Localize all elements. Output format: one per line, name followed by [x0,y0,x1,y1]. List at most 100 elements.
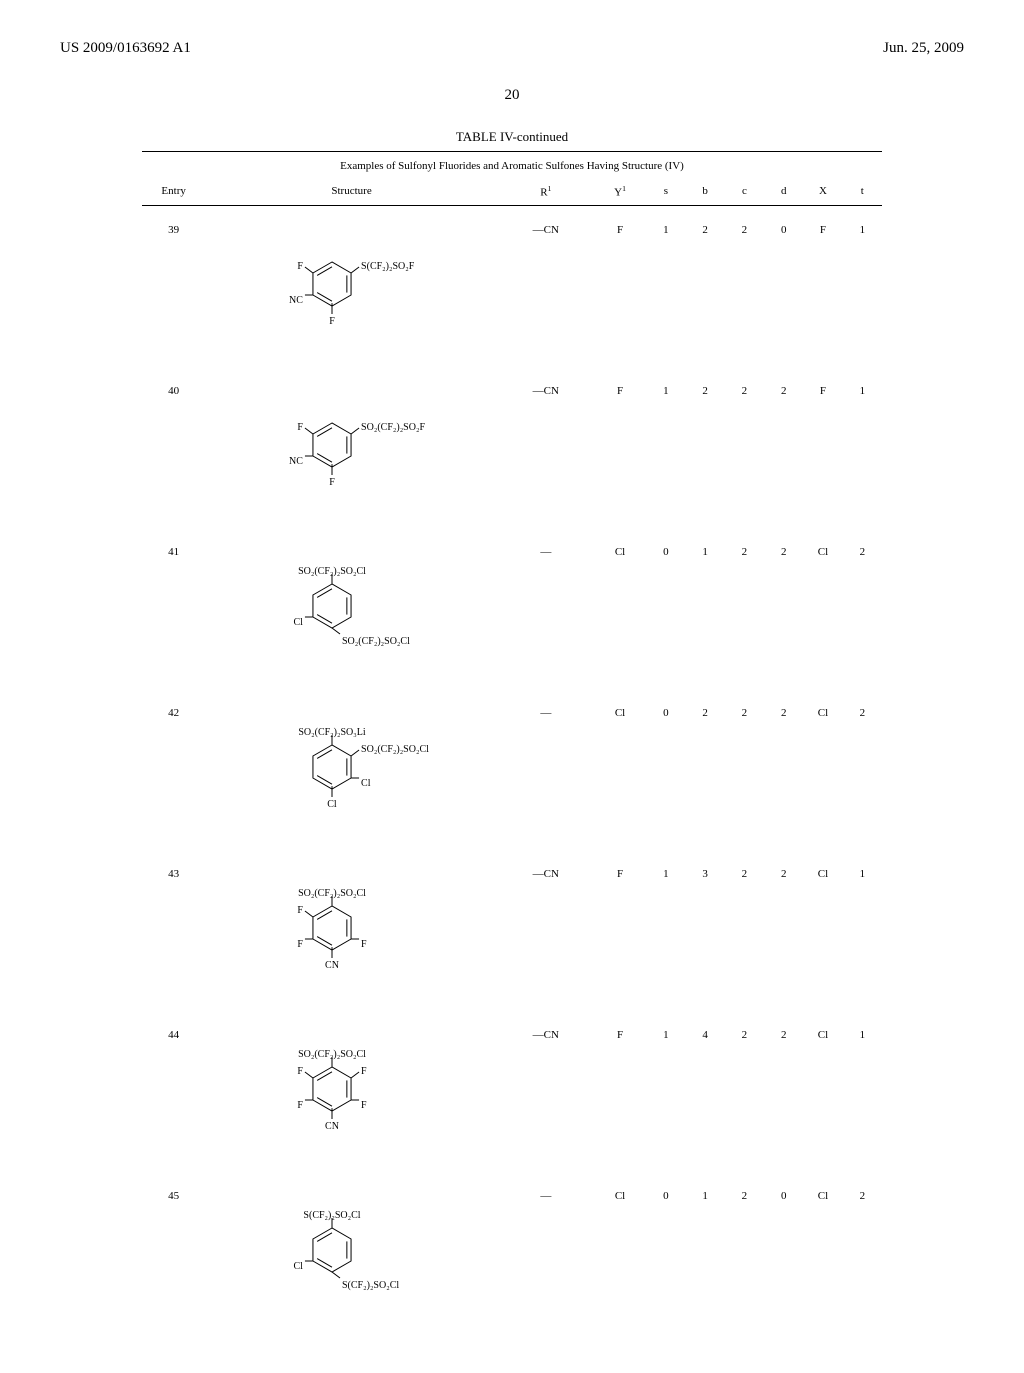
cell-y1: F [594,850,646,1011]
cell-y1: F [594,367,646,528]
cell-structure: SO₂(CF₂)₂SO₂ClFFFCN [205,850,498,1011]
cell-s: 1 [646,205,685,367]
col-entry: Entry [142,178,205,205]
cell-t: 2 [843,1172,882,1333]
svg-text:SO₂(CF₂)₂SO₂F: SO₂(CF₂)₂SO₂F [361,422,425,433]
svg-text:Cl: Cl [361,778,371,789]
cell-d: 0 [764,205,803,367]
cell-r1: —CN [498,850,594,1011]
cell-structure: SO₂(CF₂)₂SO₂ClFFFFCN [205,1011,498,1172]
svg-text:F: F [297,905,303,916]
page-number: 20 [60,87,964,104]
cell-entry: 41 [142,528,205,689]
cell-x: Cl [803,1011,842,1172]
svg-text:F: F [361,1066,367,1077]
svg-text:CN: CN [325,960,339,971]
cell-x: F [803,205,842,367]
svg-text:SO₂(CF₂)₂SO₂Cl: SO₂(CF₂)₂SO₂Cl [298,888,366,899]
patent-date: Jun. 25, 2009 [883,40,964,57]
svg-text:F: F [329,477,335,488]
col-y1: Y1 [594,178,646,205]
cell-d: 2 [764,1011,803,1172]
cell-c: 2 [725,850,764,1011]
cell-structure: SO₂(CF₂)₂SO₂FFNCF [205,367,498,528]
chemical-structure: S(CF₂)₂SO₂FFNCF [242,224,462,349]
col-x: X [803,178,842,205]
svg-text:SO₂(CF₂)₂SO₂Cl: SO₂(CF₂)₂SO₂Cl [342,636,410,647]
cell-x: Cl [803,850,842,1011]
cell-r1: — [498,1172,594,1333]
cell-b: 3 [686,850,725,1011]
svg-text:Cl: Cl [293,1261,303,1272]
patent-number: US 2009/0163692 A1 [60,40,191,57]
cell-structure: SO₂(CF₂)₂SO₃LiSO₂(CF₂)₂SO₂ClClCl [205,689,498,850]
cell-r1: —CN [498,205,594,367]
page-header: US 2009/0163692 A1 Jun. 25, 2009 [60,40,964,57]
table-row: 40 SO₂(CF₂)₂SO₂FFNCF —CN F 1 2 2 2 F 1 [142,367,882,528]
cell-x: Cl [803,1172,842,1333]
svg-text:S(CF₂)₂SO₂Cl: S(CF₂)₂SO₂Cl [342,1280,399,1291]
col-c: c [725,178,764,205]
svg-text:S(CF₂)₂SO₂Cl: S(CF₂)₂SO₂Cl [303,1210,360,1221]
cell-t: 1 [843,1011,882,1172]
cell-d: 2 [764,689,803,850]
cell-c: 2 [725,205,764,367]
svg-text:CN: CN [325,1121,339,1132]
cell-structure: S(CF₂)₂SO₂FFNCF [205,205,498,367]
cell-b: 2 [686,367,725,528]
svg-text:S(CF₂)₂SO₂F: S(CF₂)₂SO₂F [361,261,415,272]
cell-t: 2 [843,689,882,850]
col-d: d [764,178,803,205]
cell-structure: S(CF₂)₂SO₂Cl Cl S(CF₂)₂SO₂Cl [205,1172,498,1333]
cell-structure: SO₂(CF₂)₂SO₂ClClSO₂(CF₂)₂SO₂Cl [205,528,498,689]
cell-y1: Cl [594,689,646,850]
cell-s: 1 [646,1011,685,1172]
chemical-structure: S(CF₂)₂SO₂Cl Cl S(CF₂)₂SO₂Cl [242,1190,462,1315]
svg-text:F: F [329,316,335,327]
cell-y1: F [594,205,646,367]
cell-c: 2 [725,689,764,850]
cell-b: 1 [686,1172,725,1333]
cell-c: 2 [725,367,764,528]
cell-t: 1 [843,850,882,1011]
cell-b: 4 [686,1011,725,1172]
cell-t: 1 [843,205,882,367]
table-row: 43 SO₂(CF₂)₂SO₂ClFFFCN —CN F 1 3 2 2 Cl … [142,850,882,1011]
col-r1: R1 [498,178,594,205]
chemical-structure: SO₂(CF₂)₂SO₃LiSO₂(CF₂)₂SO₂ClClCl [242,707,462,832]
table-row: 39 S(CF₂)₂SO₂FFNCF —CN F 1 2 2 0 F 1 [142,205,882,367]
cell-y1: Cl [594,528,646,689]
cell-r1: —CN [498,367,594,528]
svg-text:SO₂(CF₂)₂SO₂Cl: SO₂(CF₂)₂SO₂Cl [361,744,429,755]
table-caption: Examples of Sulfonyl Fluorides and Aroma… [142,152,882,179]
col-s: s [646,178,685,205]
svg-text:F: F [361,939,367,950]
table-row: 44 SO₂(CF₂)₂SO₂ClFFFFCN —CN F 1 4 2 2 Cl… [142,1011,882,1172]
chemical-structure: SO₂(CF₂)₂SO₂ClFFFCN [242,868,462,993]
cell-y1: F [594,1011,646,1172]
cell-s: 1 [646,367,685,528]
svg-text:F: F [297,1100,303,1111]
svg-text:NC: NC [289,295,303,306]
svg-text:NC: NC [289,456,303,467]
table-header-row: Entry Structure R1 Y1 s b c d X t [142,178,882,205]
cell-entry: 44 [142,1011,205,1172]
cell-r1: —CN [498,1011,594,1172]
cell-entry: 40 [142,367,205,528]
cell-x: F [803,367,842,528]
col-structure: Structure [205,178,498,205]
cell-s: 0 [646,1172,685,1333]
cell-t: 1 [843,367,882,528]
cell-entry: 42 [142,689,205,850]
svg-text:F: F [297,1066,303,1077]
chemical-structure: SO₂(CF₂)₂SO₂ClFFFFCN [242,1029,462,1154]
cell-entry: 43 [142,850,205,1011]
cell-c: 2 [725,1011,764,1172]
cell-s: 1 [646,850,685,1011]
structure-table: Examples of Sulfonyl Fluorides and Aroma… [142,151,882,1333]
cell-x: Cl [803,689,842,850]
svg-text:Cl: Cl [327,799,337,810]
cell-entry: 39 [142,205,205,367]
cell-t: 2 [843,528,882,689]
cell-b: 1 [686,528,725,689]
